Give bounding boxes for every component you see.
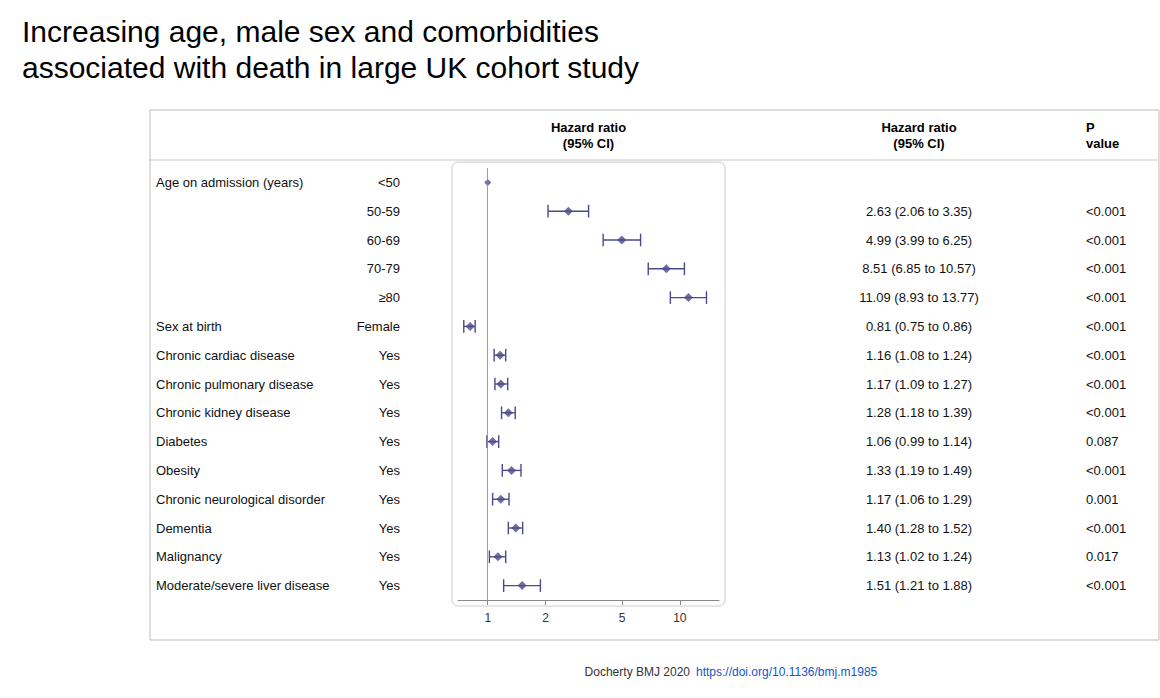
svg-text:0.81 (0.75 to 0.86): 0.81 (0.75 to 0.86) (866, 319, 972, 334)
svg-text:Chronic neurological disorder: Chronic neurological disorder (156, 492, 326, 507)
svg-text:11.09 (8.93 to 13.77): 11.09 (8.93 to 13.77) (859, 290, 979, 305)
svg-text:Yes: Yes (379, 492, 401, 507)
svg-text:Yes: Yes (379, 463, 401, 478)
svg-text:10: 10 (673, 611, 687, 625)
svg-text:2: 2 (542, 611, 549, 625)
svg-text:<50: <50 (378, 175, 400, 190)
svg-text:Obesity: Obesity (156, 463, 201, 478)
svg-text:<0.001: <0.001 (1086, 261, 1126, 276)
svg-text:<0.001: <0.001 (1086, 290, 1126, 305)
svg-text:1.33 (1.19 to 1.49): 1.33 (1.19 to 1.49) (866, 463, 972, 478)
svg-text:1.51 (1.21 to 1.88): 1.51 (1.21 to 1.88) (866, 578, 972, 593)
svg-text:1: 1 (484, 611, 491, 625)
svg-text:Hazard ratio: Hazard ratio (881, 120, 956, 135)
svg-text:Hazard ratio: Hazard ratio (551, 120, 626, 135)
svg-text:1.40 (1.28 to 1.52): 1.40 (1.28 to 1.52) (866, 521, 972, 536)
svg-text:(95% CI): (95% CI) (893, 136, 944, 151)
svg-text:0.001: 0.001 (1086, 492, 1119, 507)
svg-text:Yes: Yes (379, 434, 401, 449)
svg-text:Chronic kidney disease: Chronic kidney disease (156, 405, 290, 420)
svg-text:1.16 (1.08 to 1.24): 1.16 (1.08 to 1.24) (866, 348, 972, 363)
svg-text:Chronic cardiac disease: Chronic cardiac disease (156, 348, 295, 363)
svg-text:Yes: Yes (379, 348, 401, 363)
svg-text:≥80: ≥80 (378, 290, 400, 305)
svg-text:Yes: Yes (379, 377, 401, 392)
svg-text:Dementia: Dementia (156, 521, 212, 536)
svg-text:1.17 (1.09 to 1.27): 1.17 (1.09 to 1.27) (866, 377, 972, 392)
svg-text:60-69: 60-69 (367, 233, 400, 248)
svg-text:50-59: 50-59 (367, 204, 400, 219)
svg-text:Chronic pulmonary disease: Chronic pulmonary disease (156, 377, 314, 392)
svg-text:1.17 (1.06 to 1.29): 1.17 (1.06 to 1.29) (866, 492, 972, 507)
svg-text:<0.001: <0.001 (1086, 204, 1126, 219)
svg-text:Docherty BMJ 2020: Docherty BMJ 2020 (585, 665, 691, 679)
svg-text:<0.001: <0.001 (1086, 463, 1126, 478)
svg-text:<0.001: <0.001 (1086, 348, 1126, 363)
svg-text:<0.001: <0.001 (1086, 319, 1126, 334)
svg-text:https://doi.org/10.1136/bmj.m1: https://doi.org/10.1136/bmj.m1985 (696, 665, 878, 679)
svg-text:0.087: 0.087 (1086, 434, 1119, 449)
svg-text:<0.001: <0.001 (1086, 233, 1126, 248)
svg-text:Malignancy: Malignancy (156, 549, 222, 564)
svg-text:2.63 (2.06 to 3.35): 2.63 (2.06 to 3.35) (866, 204, 972, 219)
svg-text:Yes: Yes (379, 521, 401, 536)
svg-text:Yes: Yes (379, 549, 401, 564)
svg-text:1.06 (0.99 to 1.14): 1.06 (0.99 to 1.14) (866, 434, 972, 449)
svg-text:Yes: Yes (379, 578, 401, 593)
svg-text:Moderate/severe liver disease: Moderate/severe liver disease (156, 578, 329, 593)
svg-text:value: value (1086, 136, 1119, 151)
svg-text:Female: Female (357, 319, 400, 334)
svg-text:associated with death in large: associated with death in large UK cohort… (22, 51, 639, 84)
svg-text:<0.001: <0.001 (1086, 377, 1126, 392)
svg-text:<0.001: <0.001 (1086, 578, 1126, 593)
svg-text:8.51 (6.85 to 10.57): 8.51 (6.85 to 10.57) (862, 261, 975, 276)
svg-text:4.99 (3.99 to 6.25): 4.99 (3.99 to 6.25) (866, 233, 972, 248)
svg-text:<0.001: <0.001 (1086, 405, 1126, 420)
svg-text:70-79: 70-79 (367, 261, 400, 276)
svg-text:Diabetes: Diabetes (156, 434, 208, 449)
svg-text:Age on admission (years): Age on admission (years) (156, 175, 303, 190)
svg-text:1.28 (1.18 to 1.39): 1.28 (1.18 to 1.39) (866, 405, 972, 420)
svg-text:1.13 (1.02 to 1.24): 1.13 (1.02 to 1.24) (866, 549, 972, 564)
svg-text:0.017: 0.017 (1086, 549, 1119, 564)
svg-text:(95% CI): (95% CI) (563, 136, 614, 151)
svg-text:Sex at birth: Sex at birth (156, 319, 222, 334)
svg-text:Yes: Yes (379, 405, 401, 420)
svg-text:Increasing age, male sex and c: Increasing age, male sex and comorbiditi… (22, 15, 599, 48)
svg-text:5: 5 (619, 611, 626, 625)
svg-text:P: P (1086, 120, 1095, 135)
svg-text:<0.001: <0.001 (1086, 521, 1126, 536)
